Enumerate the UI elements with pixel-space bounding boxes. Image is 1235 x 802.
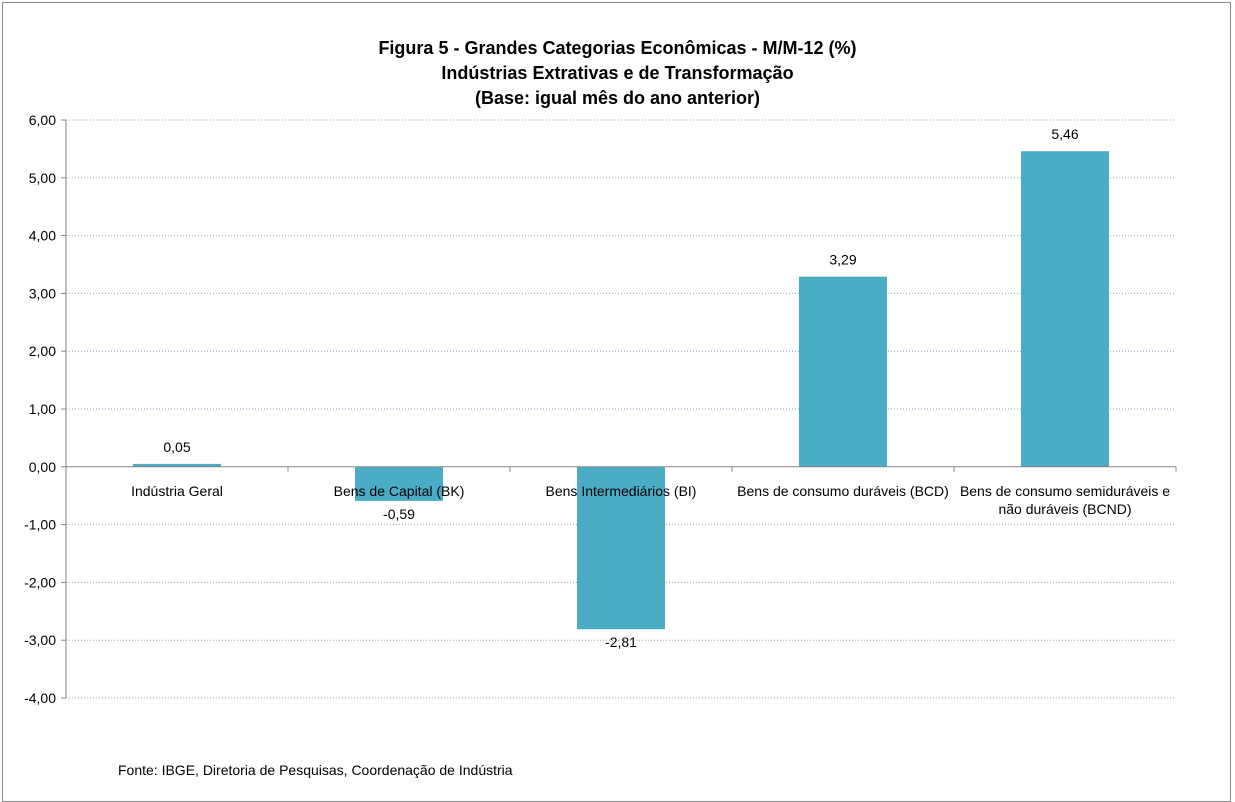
bar [355, 466, 443, 501]
data-label: 3,29 [829, 252, 856, 268]
chart-subtitle: Indústrias Extrativas e de Transformação [441, 63, 794, 83]
y-tick-label: 5,00 [29, 170, 56, 186]
data-label: -2,81 [605, 634, 637, 650]
category-label: Bens de consumo duráveis (BCD) [737, 483, 949, 499]
data-label: 0,05 [163, 439, 190, 455]
category-label: Bens de consumo semiduráveis e [960, 483, 1170, 499]
bar [577, 466, 665, 630]
bar [133, 463, 221, 467]
y-tick-label: 6,00 [29, 112, 56, 128]
y-tick-label: -3,00 [24, 632, 56, 648]
y-tick-label: 2,00 [29, 343, 56, 359]
source-note: Fonte: IBGE, Diretoria de Pesquisas, Coo… [118, 762, 513, 778]
data-label: 5,46 [1051, 126, 1078, 142]
y-tick-label: -2,00 [24, 574, 56, 590]
category-label: não duráveis (BCND) [998, 501, 1131, 517]
category-label: Indústria Geral [131, 483, 223, 499]
y-tick-label: 3,00 [29, 285, 56, 301]
bar [799, 276, 887, 467]
y-tick-label: 0,00 [29, 459, 56, 475]
bar-chart: 6,00 5,00 4,00 3,00 2,00 1,00 0,00 -1,00 -2,00 -3… [24, 112, 1177, 706]
data-label: -0,59 [383, 506, 415, 522]
y-tick-label: 4,00 [29, 228, 56, 244]
chart-subtitle-base: (Base: igual mês do ano anterior) [474, 88, 761, 108]
y-tick-label: -1,00 [24, 517, 56, 533]
category-label: Bens Intermediários (BI) [546, 483, 697, 499]
chart-titles: Figura 5 - Grandes Categorias Econômicas… [0, 36, 1235, 111]
chart-title: Figura 5 - Grandes Categorias Econômicas… [378, 38, 857, 58]
y-tick-label: 1,00 [29, 401, 56, 417]
bar [1021, 151, 1109, 467]
y-tick-label: -4,00 [24, 690, 56, 706]
category-label: Bens de Capital (BK) [334, 483, 465, 499]
